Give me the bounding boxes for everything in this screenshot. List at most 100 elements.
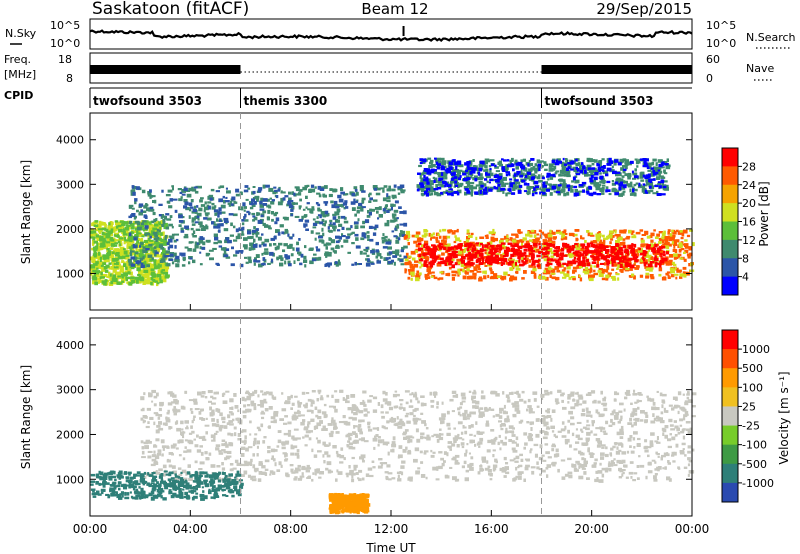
power-band-2: [503, 235, 508, 240]
power-band-core: [592, 245, 597, 248]
power-band-2: [544, 276, 549, 281]
velocity-band-0: [520, 419, 524, 423]
power-colorbar-tick-label: 20: [742, 197, 756, 210]
power-band-0: [93, 240, 98, 244]
power-band-1: [275, 217, 280, 222]
power-band-1: [248, 247, 252, 251]
power-band-1: [225, 196, 228, 199]
power-band-core: [553, 253, 559, 256]
power-band-1: [291, 191, 294, 195]
power-band-1: [267, 262, 271, 265]
power-band-1: [151, 220, 155, 224]
power-band-1: [388, 188, 392, 192]
power-band-3: [555, 159, 559, 163]
power-band-core: [451, 252, 457, 256]
power-band-1: [269, 243, 272, 247]
power-band-3: [527, 163, 530, 167]
power-band-3: [425, 184, 429, 188]
velocity-band-0: [523, 432, 528, 436]
power-band-0: [116, 281, 120, 285]
power-band-0: [92, 276, 98, 281]
power-band-2: [424, 256, 429, 259]
power-band-2: [529, 234, 533, 238]
power-band-core: [481, 259, 484, 264]
power-band-1: [346, 227, 350, 230]
power-band-1: [175, 238, 179, 242]
power-band-1: [376, 210, 379, 214]
power-band-3: [520, 169, 523, 173]
power-band-1: [375, 192, 381, 196]
power-band-0: [102, 262, 107, 266]
power-band-1: [165, 194, 171, 197]
velocity-band-0: [405, 412, 410, 415]
power-band-3: [527, 190, 531, 194]
power-band-core: [425, 245, 430, 250]
power-band-core: [567, 260, 573, 265]
power-band-0: [113, 234, 116, 237]
velocity-band-0: [240, 446, 246, 450]
power-band-3: [614, 181, 619, 185]
power-band-0: [151, 274, 156, 278]
power-band-3: [458, 164, 462, 168]
power-band-core: [577, 262, 583, 266]
velocity-band-0: [294, 452, 300, 456]
power-band-2: [430, 233, 434, 238]
power-band-core: [472, 244, 476, 247]
power-band-3: [624, 173, 629, 177]
power-band-1: [239, 263, 244, 268]
power-band-2: [612, 263, 617, 267]
power-band-2: [443, 241, 447, 246]
power-band-0: [126, 265, 130, 268]
power-band-1: [377, 217, 380, 220]
power-band-3: [511, 163, 515, 167]
power-band-0: [135, 248, 138, 252]
velocity-band-0: [241, 398, 245, 402]
power-band-2: [628, 229, 632, 234]
power-band-core: [502, 255, 507, 258]
power-band-0: [124, 256, 127, 260]
power-band-2: [441, 239, 445, 242]
power-band-3: [437, 173, 442, 178]
power-band-0: [114, 220, 119, 223]
power-band-3: [479, 176, 484, 179]
power-band-1: [317, 214, 322, 217]
power-band-3: [647, 169, 652, 172]
power-band-2: [404, 258, 409, 262]
power-band-3: [507, 192, 512, 195]
power-band-3: [600, 192, 605, 195]
power-band-2: [623, 230, 627, 234]
velocity-band-0: [474, 443, 477, 447]
power-band-0: [145, 245, 150, 249]
power-band-0: [94, 281, 98, 286]
power-band-0: [137, 269, 140, 272]
power-band-1: [392, 215, 395, 219]
velocity-band-0: [220, 478, 225, 482]
power-colorbar-swatch: [722, 203, 738, 222]
power-band-core: [509, 257, 513, 260]
power-band-0: [146, 239, 151, 242]
power-band-1: [276, 256, 281, 260]
power-band-3: [453, 190, 459, 194]
power-band-1: [264, 238, 270, 243]
power-band-3: [602, 165, 606, 169]
power-band-1: [294, 202, 298, 205]
power-band-3: [530, 168, 536, 171]
power-band-core: [646, 244, 651, 247]
power-band-core: [587, 250, 592, 254]
velocity-band-0: [601, 446, 605, 449]
power-band-2: [624, 269, 630, 272]
power-band-2: [528, 264, 534, 268]
power-band-2: [543, 269, 546, 273]
power-band-1: [141, 189, 146, 194]
power-colorbar-tick-label: 24: [742, 179, 756, 192]
power-band-1: [149, 206, 154, 210]
power-band-core: [602, 257, 606, 260]
power-band-1: [341, 233, 344, 237]
power-band-1: [197, 185, 202, 189]
power-band-3: [434, 191, 439, 196]
power-band-1: [196, 242, 199, 245]
velocity-band-0: [147, 450, 153, 453]
power-band-1: [273, 243, 277, 246]
power-band-1: [340, 191, 345, 195]
power-band-1: [243, 216, 246, 220]
